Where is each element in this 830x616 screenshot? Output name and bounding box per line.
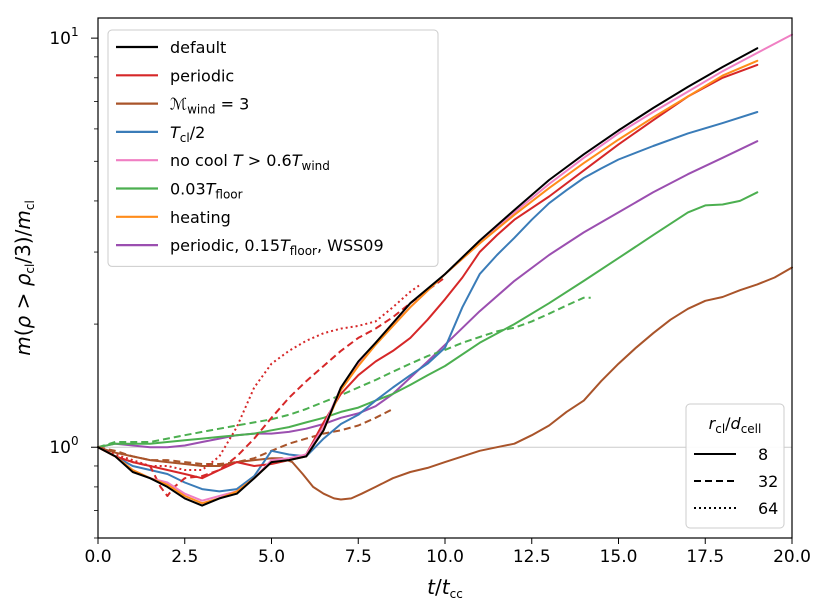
series-legend-box [107, 29, 439, 267]
legend-label: Tcl/2 [170, 123, 205, 145]
x-tick-label: 5.0 [258, 547, 285, 567]
x-tick-label: 7.5 [345, 547, 372, 567]
series-line [97, 111, 759, 493]
legend-label: heating [170, 208, 231, 227]
x-tick-label: 15.0 [600, 547, 638, 567]
x-tick-label: 10.0 [426, 547, 464, 567]
x-tick-label: 20.0 [773, 547, 811, 567]
x-tick-label: 17.5 [686, 547, 724, 567]
legend-label: periodic, 0.15Tfloor, WSS09 [170, 236, 384, 258]
legend-label: default [170, 38, 226, 57]
y-tick-label: 100 [49, 434, 78, 458]
series-line [97, 191, 759, 449]
x-tick-label: 0.0 [84, 547, 111, 567]
legend-label: 0.03Tfloor [170, 180, 243, 202]
resolution-legend-label: 32 [758, 472, 778, 491]
series-line [97, 408, 394, 465]
resolution-legend-label: 64 [758, 499, 778, 518]
legend-label: ℳwind = 3 [170, 95, 249, 117]
series-line [97, 283, 422, 471]
resolution-legend-title: rcl/dcell [709, 414, 762, 436]
x-axis-label: t/tcc [427, 575, 463, 601]
x-tick-label: 12.5 [513, 547, 551, 567]
y-tick-label: 101 [49, 25, 78, 49]
series-line [97, 47, 759, 507]
axes-layer: 0.0 2.5 5.0 7.5 10.0 12.5 15.0 17.5 20.0 100 101 t/… [11, 17, 811, 601]
series-line [97, 140, 759, 449]
series-line [97, 296, 591, 449]
legend-label: no cool T > 0.6Twind [170, 151, 330, 173]
series-line [97, 63, 759, 480]
resolution-legend-box [685, 403, 785, 529]
resolution-legend-label: 8 [758, 445, 768, 464]
x-tick-label: 2.5 [171, 547, 198, 567]
legend-label: periodic [170, 66, 234, 85]
legend-layer: default periodic ℳwind = 3 Tcl/2 no cool T >… [107, 29, 785, 529]
y-axis-label: m(ρ > ρcl/3)/mcl [11, 200, 37, 356]
series-layer [97, 33, 793, 507]
